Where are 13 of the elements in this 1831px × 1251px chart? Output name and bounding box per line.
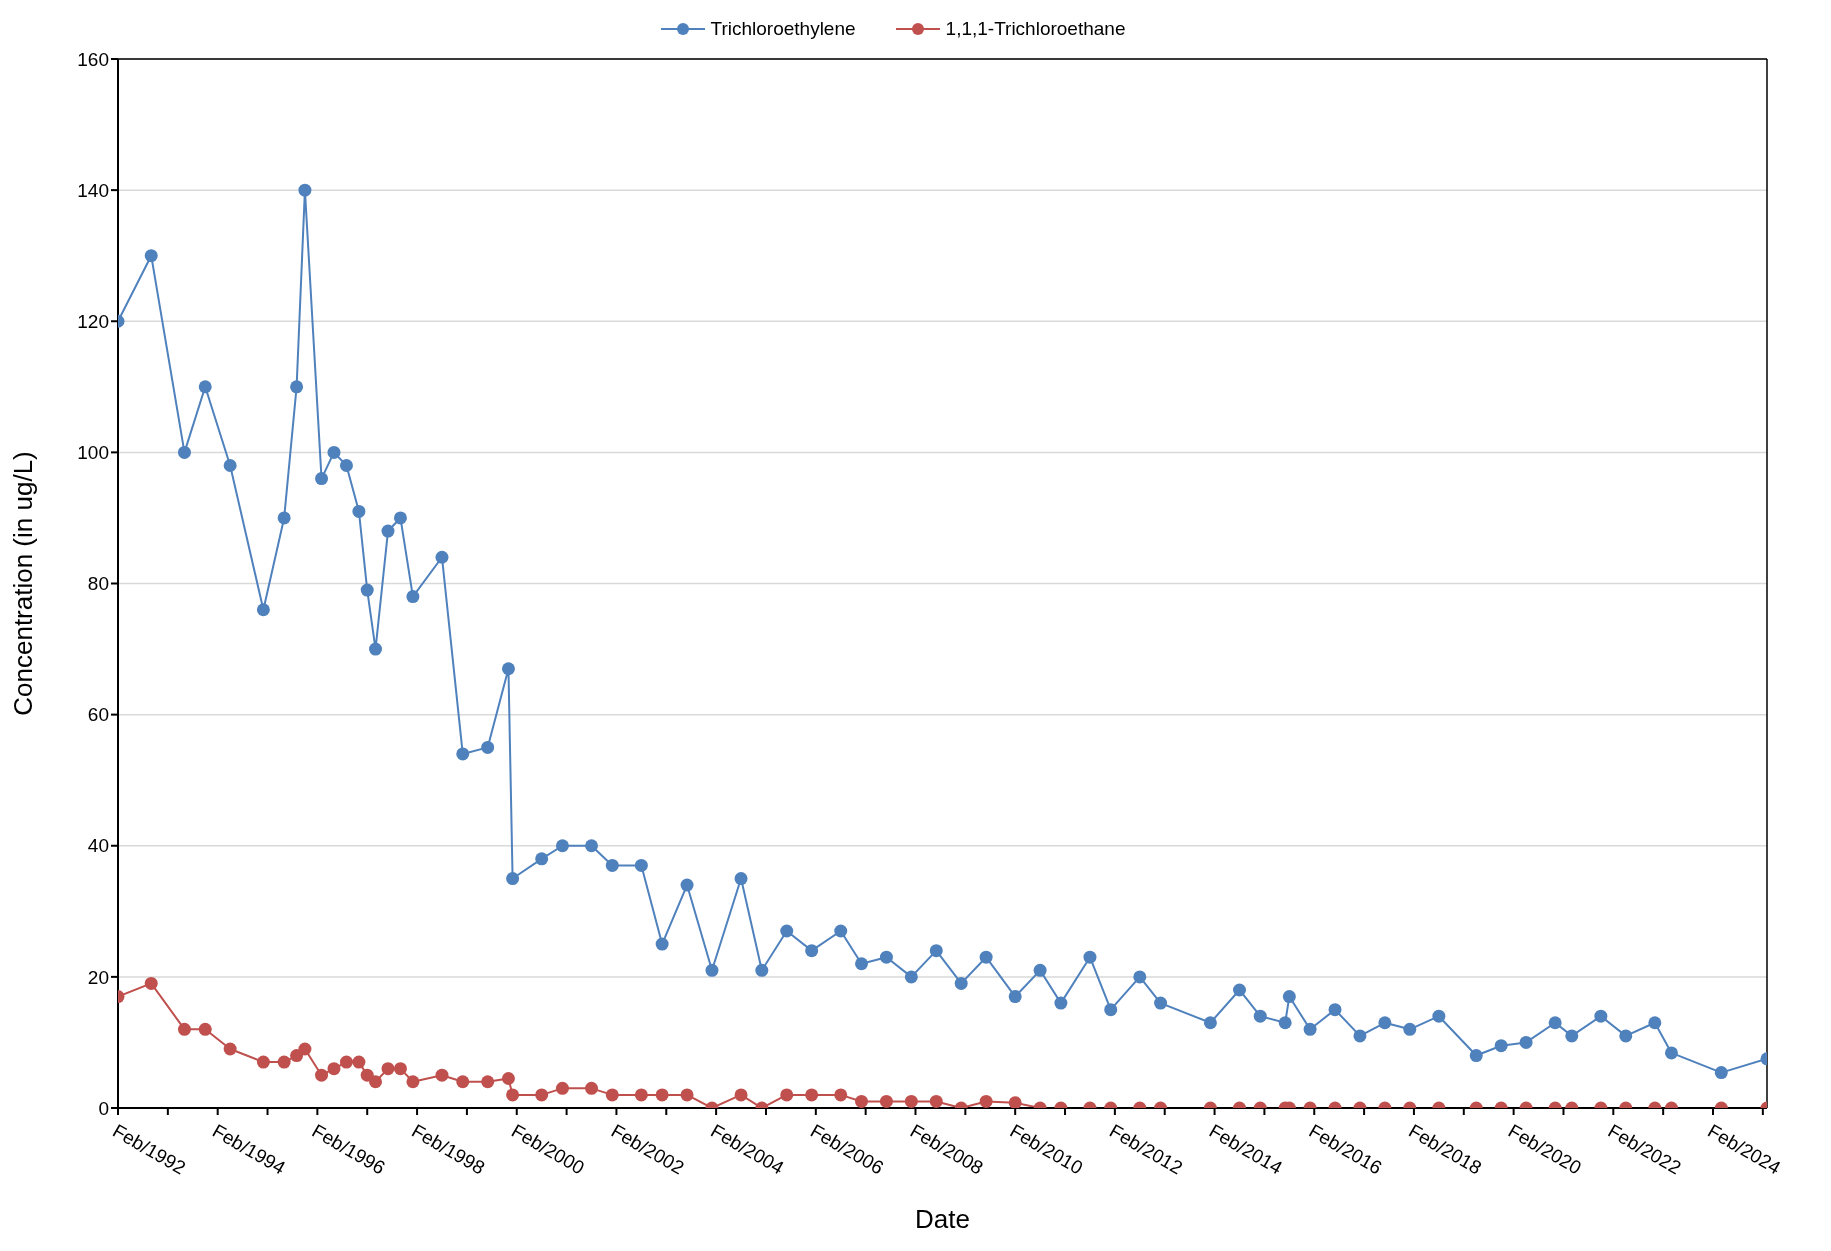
y-tick-label: 80 bbox=[87, 573, 109, 595]
y-tick-label: 0 bbox=[98, 1097, 109, 1119]
legend-label: 1,1,1-Trichloroethane bbox=[945, 18, 1126, 40]
y-tick-label: 160 bbox=[77, 48, 109, 70]
y-tick-label: 40 bbox=[87, 835, 109, 857]
y-tick-label: 100 bbox=[77, 442, 109, 464]
y-tick-label: 20 bbox=[87, 966, 109, 988]
x-axis-title: Date bbox=[915, 1204, 970, 1234]
y-tick-label: 140 bbox=[77, 179, 109, 201]
y-axis-title: Concentration (in ug/L) bbox=[8, 451, 39, 716]
legend-label: Trichloroethylene bbox=[710, 18, 856, 40]
y-tick-label: 120 bbox=[77, 310, 109, 332]
y-tick-label: 60 bbox=[87, 704, 109, 726]
